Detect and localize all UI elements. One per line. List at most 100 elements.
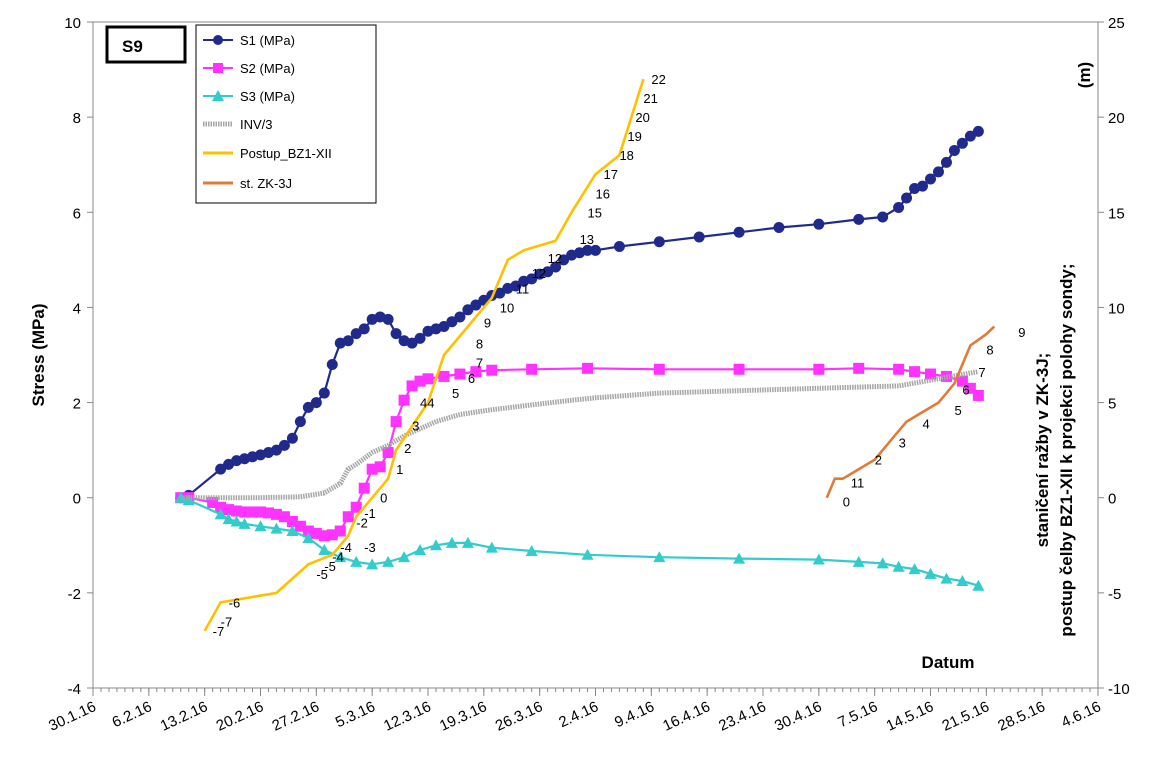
series-point (876, 557, 889, 569)
series-point (358, 482, 370, 494)
series-point (893, 202, 905, 214)
series-point (653, 551, 666, 563)
series-point (581, 548, 594, 560)
series-point (326, 529, 338, 541)
series-point (438, 320, 450, 332)
y2-axis-title-line1: staničení ražby v ZK-3J; (1033, 353, 1052, 548)
series-point (429, 539, 442, 551)
y2-tick-label: 25 (1108, 15, 1125, 32)
legend: S1 (MPa) S2 (MPa) S3 (MPa) INV/3 Postup_… (195, 24, 377, 204)
series-point (948, 144, 960, 156)
series-point (925, 173, 936, 185)
data-label: 2 (875, 453, 882, 468)
data-label: 10 (500, 300, 514, 315)
series-point (278, 511, 290, 523)
data-label: 7 (476, 356, 483, 371)
data-label: -7 (213, 624, 225, 639)
y2-tick-label: -10 (1108, 681, 1130, 698)
data-label: -2 (356, 515, 368, 530)
y-axis-title: Stress (MPa) (29, 304, 48, 407)
series-point (382, 313, 394, 325)
series-line-4 (203, 78, 645, 632)
data-label: -6 (229, 595, 241, 610)
data-label: 6 (468, 371, 475, 386)
series-point (877, 211, 889, 223)
series-point (733, 363, 745, 375)
data-label: 21 (643, 91, 657, 106)
series-point (964, 130, 976, 142)
annotation-layer: -7-7-6-5-5-4-4 -3-2-101234456789101112121… (213, 72, 1026, 639)
series-point (550, 261, 562, 273)
legend-item-s1: S1 (MPa) (203, 33, 295, 48)
series-line-3 (180, 369, 979, 501)
data-label: 16 (596, 186, 610, 201)
series-layer (174, 78, 996, 632)
series-point (613, 241, 625, 253)
series-point (582, 362, 594, 374)
data-label: 11 (851, 475, 865, 490)
circle-marker-icon (213, 35, 223, 45)
data-label: 5 (452, 386, 459, 401)
series-point (510, 280, 522, 292)
legend-item-inv: INV/3 (203, 117, 273, 132)
legend-box (195, 24, 377, 204)
series-point (653, 236, 665, 248)
y-tick-label: 0 (73, 491, 81, 508)
series-point (917, 180, 929, 192)
series-point (382, 447, 394, 459)
series-point (247, 506, 259, 518)
data-label: -4 (340, 540, 352, 555)
series-point (231, 505, 243, 517)
series-point (326, 359, 338, 371)
series-point (254, 520, 267, 532)
series-point (334, 551, 347, 563)
legend-label-s3: S3 (MPa) (240, 89, 295, 104)
series-point (398, 551, 411, 563)
data-label: 18 (619, 148, 633, 163)
series-point (414, 544, 427, 556)
series-point (909, 366, 921, 378)
series-point (414, 375, 426, 387)
series-point (214, 508, 227, 520)
series-point (286, 432, 298, 444)
series-point (334, 525, 346, 537)
legend-label-s2: S2 (MPa) (240, 61, 295, 76)
series-point (390, 416, 402, 428)
series-line-5 (825, 325, 996, 499)
series-point (940, 156, 952, 168)
series-point (318, 530, 330, 542)
data-label: 20 (635, 110, 649, 125)
legend-item-zk: st. ZK-3J (203, 176, 292, 191)
data-label: 8 (476, 337, 483, 352)
series-point (964, 382, 976, 394)
data-label: 44 (420, 396, 434, 411)
data-label: 2 (404, 441, 411, 456)
series-point (445, 536, 458, 548)
data-label: 6 (962, 382, 969, 397)
series-point (525, 544, 538, 556)
square-marker-icon (213, 63, 223, 73)
data-label: 9 (484, 316, 491, 331)
y-tick-label: -2 (68, 586, 81, 603)
y2-tick-label: 5 (1108, 396, 1116, 413)
series-point (461, 536, 474, 548)
series-point (238, 517, 251, 529)
series-point (853, 362, 865, 374)
badge-text: S9 (122, 37, 143, 56)
series-point (270, 444, 282, 456)
series-point (215, 463, 227, 475)
series-point (901, 192, 913, 204)
legend-item-postup: Postup_BZ1-XII (203, 146, 332, 161)
data-label: 12 (532, 266, 546, 281)
y2-tick-label: 0 (1108, 491, 1116, 508)
series-point (366, 558, 379, 570)
series-point (526, 273, 538, 285)
y2-axis-unit: (m) (1075, 62, 1094, 88)
series-point (693, 231, 705, 243)
series-point (893, 363, 905, 375)
series-point (223, 504, 235, 516)
legend-item-s3: S3 (MPa) (203, 89, 295, 104)
series-point (302, 532, 315, 544)
series-point (733, 552, 746, 564)
series-point (852, 555, 865, 567)
